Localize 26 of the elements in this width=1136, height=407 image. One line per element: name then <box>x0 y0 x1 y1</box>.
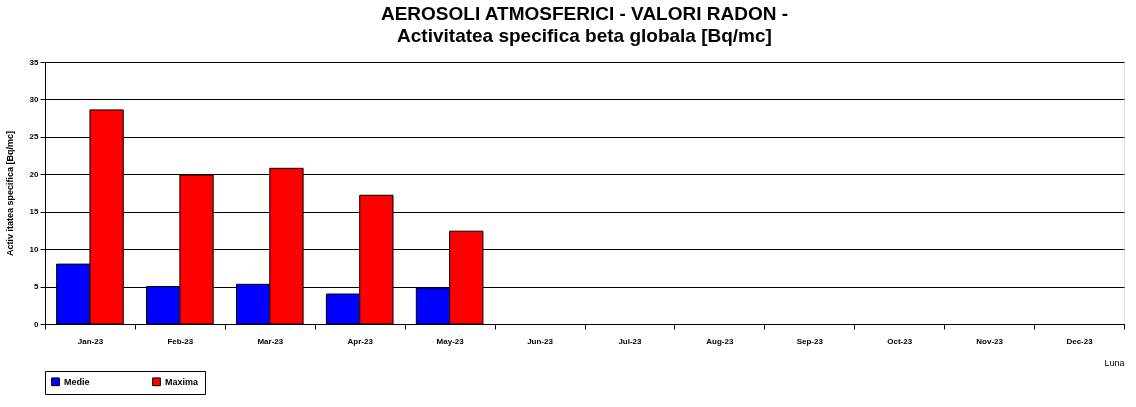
y-axis-title: Activ itatea specifica [Bq/mc] <box>4 130 15 257</box>
x-tick-label: Oct-23 <box>887 336 913 346</box>
x-tick-label: Nov-23 <box>976 336 1004 346</box>
y-tick-label: 30 <box>29 94 40 104</box>
x-tick-label: Mar-23 <box>257 336 284 346</box>
x-tick-label: Aug-23 <box>706 336 734 346</box>
y-tick-label: 0 <box>34 319 40 329</box>
x-tick-label: Feb-23 <box>167 336 194 346</box>
chart-subtitle: Activitatea specifica beta globala [Bq/mc] <box>397 25 772 46</box>
y-tick-label: 35 <box>29 57 40 67</box>
x-tick-label: Jul-23 <box>618 336 643 346</box>
x-tick-label: Jun-23 <box>527 336 554 346</box>
x-tick-label: May-23 <box>436 336 465 346</box>
legend-label: Medie <box>64 376 90 387</box>
x-tick-label: Dec-23 <box>1066 336 1094 346</box>
y-tick-label: 5 <box>34 282 40 292</box>
chart-title: AEROSOLI ATMOSFERICI - VALORI RADON - <box>380 3 789 24</box>
x-tick-label: Jan-23 <box>77 336 104 346</box>
x-tick-label: Sep-23 <box>796 336 824 346</box>
y-tick-label: 25 <box>29 132 40 142</box>
y-tick-label: 20 <box>29 169 40 179</box>
x-tick-label: Apr-23 <box>347 336 374 346</box>
x-axis-title: Luna <box>1104 357 1125 368</box>
y-tick-label: 15 <box>29 207 40 217</box>
legend-label: Maxima <box>165 376 200 387</box>
y-tick-label: 10 <box>29 244 40 254</box>
